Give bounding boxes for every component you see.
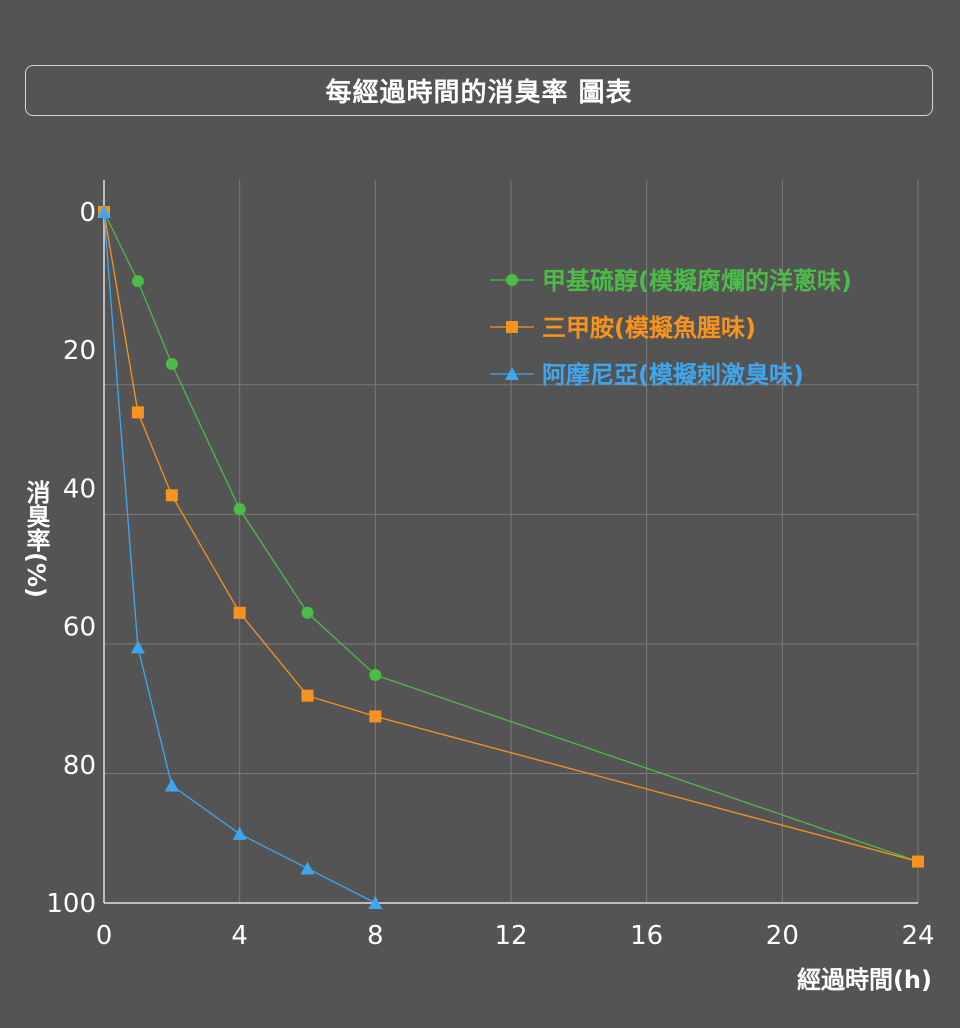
data-point-s0-1 — [131, 275, 144, 288]
data-point-s0-2 — [165, 358, 178, 371]
x-tick-label-0: 0 — [96, 921, 113, 951]
data-point-s2-0 — [97, 205, 111, 218]
y-tick-label-80: 80 — [63, 751, 96, 781]
data-point-s1-2 — [165, 489, 178, 502]
data-point-s0-4 — [301, 606, 314, 619]
chart-title: 每經過時間的消臭率 圖表 — [25, 65, 933, 116]
data-point-s0-3 — [233, 503, 246, 516]
data-point-s2-4 — [300, 861, 315, 875]
y-tick-label-20: 20 — [63, 336, 96, 366]
grid-lines — [104, 180, 919, 903]
x-tick-label-4: 4 — [231, 921, 248, 951]
data-point-s1-3 — [233, 606, 246, 619]
data-point-s2-2 — [164, 778, 179, 792]
data-point-s1-4 — [301, 689, 314, 702]
x-tick-label-24: 24 — [901, 921, 934, 951]
legend-label-0: 甲基硫醇(模擬腐爛的洋蔥味) — [542, 267, 852, 295]
x-tick-label-16: 16 — [630, 921, 663, 951]
data-point-s1-6 — [912, 855, 924, 868]
series-markers — [97, 205, 924, 909]
y-tick-label-0: 0 — [79, 198, 96, 228]
data-point-s2-1 — [130, 640, 145, 654]
x-tick-label-12: 12 — [494, 921, 527, 951]
data-point-s2-5 — [368, 896, 383, 909]
legend-label-1: 三甲胺(模擬魚腥味) — [542, 314, 756, 342]
series-line-2 — [103, 211, 376, 904]
legend-marker-0 — [506, 274, 518, 286]
legend-marker-1 — [506, 321, 518, 333]
data-point-s1-1 — [131, 406, 144, 419]
data-point-s1-5 — [369, 710, 382, 723]
x-tick-label-20: 20 — [766, 921, 799, 951]
data-point-s0-5 — [369, 668, 382, 681]
data-point-s2-3 — [232, 826, 247, 840]
y-axis-label: 消臭率(%) — [22, 480, 50, 598]
legend-label-2: 阿摩尼亞(模擬刺激臭味) — [542, 361, 804, 389]
axes — [103, 180, 918, 904]
y-tick-label-60: 60 — [63, 613, 96, 643]
x-axis-label: 經過時間(h) — [796, 966, 932, 994]
y-tick-label-40: 40 — [63, 474, 96, 504]
x-tick-label-8: 8 — [367, 921, 384, 951]
legend: 甲基硫醇(模擬腐爛的洋蔥味) 三甲胺(模擬魚腥味) 阿摩尼亞(模擬刺激臭味) — [490, 267, 852, 389]
y-tick-label-100: 100 — [46, 889, 96, 919]
legend-marker-2 — [505, 367, 519, 380]
